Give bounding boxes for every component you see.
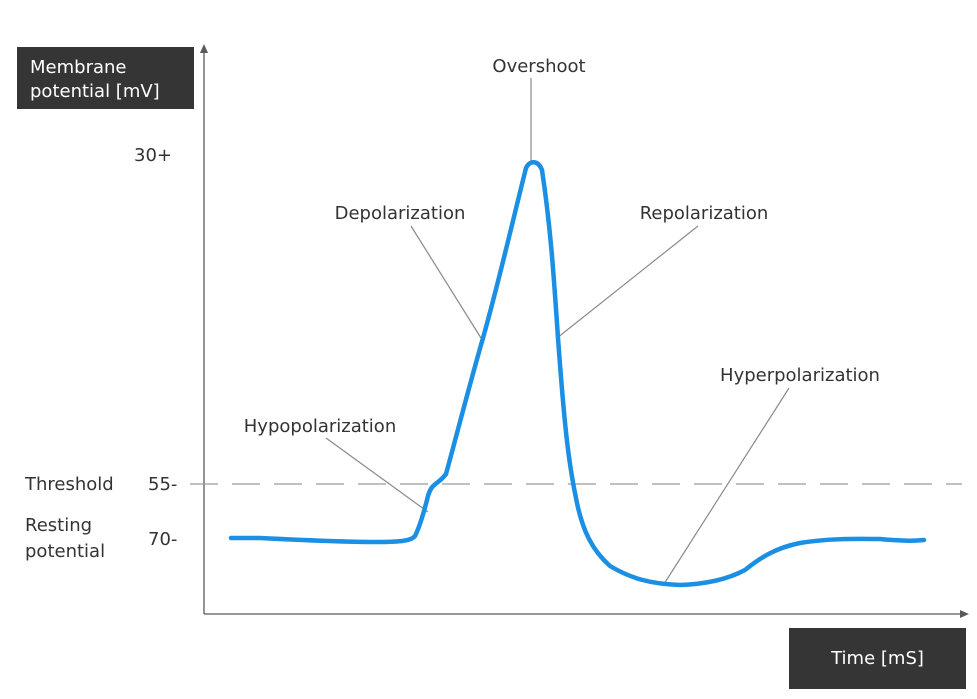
x-axis-label-box: Time [mS]	[789, 628, 966, 689]
threshold-label: Threshold	[24, 474, 114, 495]
hypopolarization-label: Hypopolarization	[244, 416, 396, 437]
x-axis-arrowhead	[960, 610, 969, 618]
action-potential-curve	[228, 160, 927, 588]
overshoot-label: Overshoot	[492, 56, 585, 77]
depolarization-leader	[410, 225, 482, 339]
y-tick-30: 30+	[134, 145, 172, 166]
repolarization-leader	[556, 225, 699, 339]
hyperpolarization-leader	[663, 387, 790, 585]
hyperpolarization-label: Hyperpolarization	[720, 365, 880, 386]
y-tick-55: 55-	[148, 474, 177, 495]
y-axis-label-line1: Membrane	[30, 57, 127, 78]
y-axis-label-line2: potential [mV]	[30, 81, 160, 102]
x-axis-label: Time [mS]	[831, 648, 924, 669]
resting-label-line1: Resting	[25, 515, 92, 536]
depolarization-label: Depolarization	[335, 203, 466, 224]
y-axis-arrowhead	[200, 44, 208, 53]
repolarization-label: Repolarization	[640, 203, 769, 224]
resting-label-line2: potential	[25, 541, 105, 562]
hypopolarization-leader	[325, 437, 429, 513]
y-tick-70: 70-	[148, 529, 177, 550]
y-axis-label-box: Membrane potential [mV]	[17, 47, 194, 109]
